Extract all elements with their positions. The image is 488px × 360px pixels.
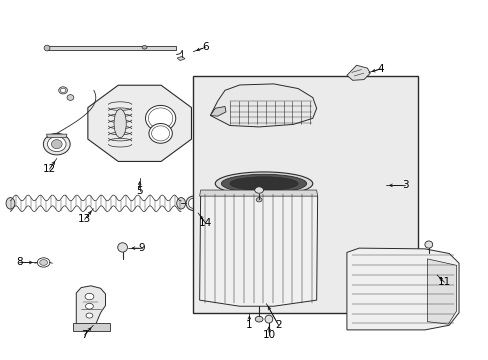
Bar xyxy=(193,76,417,313)
Polygon shape xyxy=(88,85,191,161)
Text: 3: 3 xyxy=(401,180,408,190)
Ellipse shape xyxy=(149,123,172,143)
Ellipse shape xyxy=(148,108,172,129)
Polygon shape xyxy=(346,248,458,330)
Polygon shape xyxy=(199,190,317,306)
Ellipse shape xyxy=(47,136,66,152)
Text: 9: 9 xyxy=(139,243,145,253)
Ellipse shape xyxy=(51,140,62,149)
Text: 13: 13 xyxy=(78,215,91,224)
Ellipse shape xyxy=(199,203,206,211)
Polygon shape xyxy=(427,259,456,324)
Polygon shape xyxy=(346,65,369,80)
Ellipse shape xyxy=(118,243,127,252)
Polygon shape xyxy=(47,45,176,50)
Ellipse shape xyxy=(59,87,67,94)
Ellipse shape xyxy=(86,313,93,318)
Ellipse shape xyxy=(145,105,175,131)
Ellipse shape xyxy=(264,315,272,323)
Polygon shape xyxy=(210,84,316,127)
Text: 1: 1 xyxy=(245,320,252,330)
Ellipse shape xyxy=(114,109,126,138)
Ellipse shape xyxy=(85,293,94,300)
Ellipse shape xyxy=(176,198,185,209)
Polygon shape xyxy=(76,286,105,324)
Ellipse shape xyxy=(197,201,208,213)
Text: 12: 12 xyxy=(43,164,56,174)
Text: 10: 10 xyxy=(262,330,275,340)
Ellipse shape xyxy=(256,198,262,202)
Ellipse shape xyxy=(67,95,74,100)
Ellipse shape xyxy=(142,45,147,49)
Polygon shape xyxy=(177,56,184,60)
Ellipse shape xyxy=(188,198,198,208)
Polygon shape xyxy=(199,190,317,196)
Ellipse shape xyxy=(254,187,263,193)
Text: 6: 6 xyxy=(202,42,208,52)
Polygon shape xyxy=(73,323,110,330)
Ellipse shape xyxy=(44,45,50,51)
Text: 4: 4 xyxy=(377,64,384,74)
Text: 8: 8 xyxy=(16,257,22,267)
Ellipse shape xyxy=(255,316,263,322)
Ellipse shape xyxy=(61,88,66,93)
Ellipse shape xyxy=(151,126,169,141)
Text: 5: 5 xyxy=(136,186,142,196)
Ellipse shape xyxy=(215,172,312,195)
Ellipse shape xyxy=(424,241,432,248)
Ellipse shape xyxy=(37,258,50,267)
Ellipse shape xyxy=(185,196,200,211)
Ellipse shape xyxy=(6,198,15,209)
Ellipse shape xyxy=(43,134,70,155)
Polygon shape xyxy=(210,107,225,116)
Ellipse shape xyxy=(85,303,93,309)
Ellipse shape xyxy=(221,174,306,193)
Ellipse shape xyxy=(40,260,47,265)
Polygon shape xyxy=(46,134,67,138)
Text: 14: 14 xyxy=(199,218,212,228)
Text: 7: 7 xyxy=(81,330,88,340)
Ellipse shape xyxy=(229,177,298,190)
Text: 11: 11 xyxy=(437,277,450,287)
Text: 2: 2 xyxy=(275,320,282,330)
